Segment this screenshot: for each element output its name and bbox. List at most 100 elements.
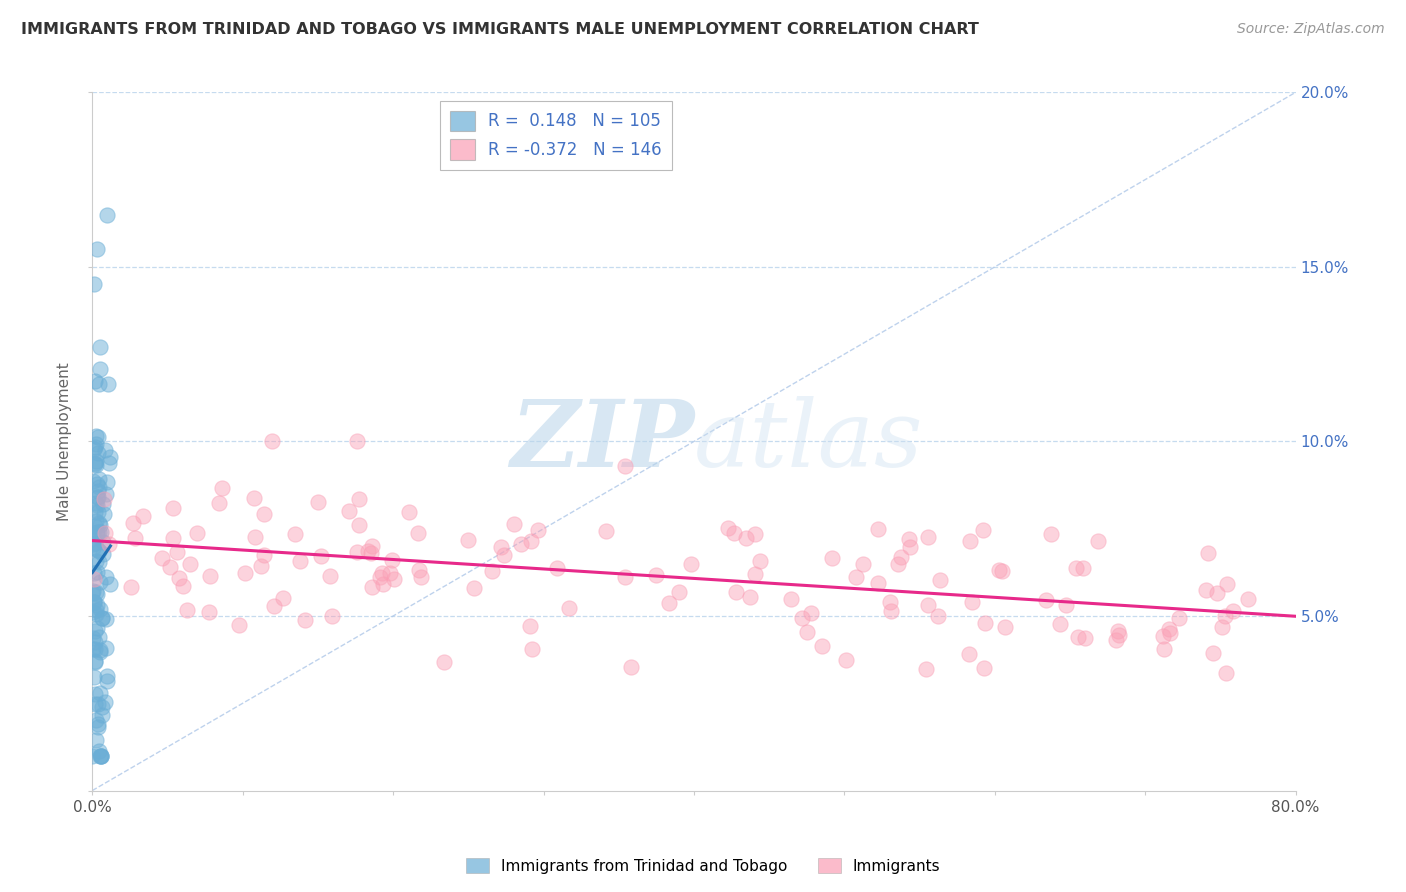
Point: [1159, 622, 1181, 636]
Point: [959, 533, 981, 548]
Point: [82, 631, 104, 645]
Point: [84, 714, 107, 728]
Point: [89, 341, 111, 355]
Point: [84, 624, 107, 639]
Point: [87, 483, 110, 498]
Point: [87, 720, 110, 734]
Point: [311, 549, 333, 564]
Point: [271, 591, 294, 605]
Point: [97, 377, 120, 392]
Point: [749, 554, 772, 568]
Point: [98, 537, 121, 551]
Text: IMMIGRANTS FROM TRINIDAD AND TOBAGO VS IMMIGRANTS MALE UNEMPLOYMENT CORRELATION : IMMIGRANTS FROM TRINIDAD AND TOBAGO VS I…: [21, 22, 979, 37]
Point: [96, 208, 118, 222]
Text: atlas: atlas: [695, 396, 924, 486]
Point: [744, 566, 766, 581]
Point: [91, 497, 114, 511]
Point: [91, 548, 114, 562]
Point: [83, 277, 105, 292]
Point: [527, 523, 550, 537]
Point: [1066, 631, 1088, 645]
Point: [166, 544, 188, 558]
Point: [83, 698, 105, 712]
Point: [972, 523, 994, 537]
Point: [1108, 628, 1130, 642]
Point: [890, 549, 912, 564]
Point: [91, 700, 114, 714]
Point: [82, 541, 104, 556]
Point: [481, 564, 503, 578]
Point: [886, 557, 908, 571]
Point: [974, 615, 997, 630]
Point: [86, 490, 108, 504]
Point: [86, 603, 108, 617]
Point: [83, 572, 105, 586]
Point: [744, 526, 766, 541]
Point: [411, 570, 433, 584]
Point: [1105, 633, 1128, 648]
Point: [780, 592, 803, 607]
Point: [489, 540, 512, 554]
Point: [368, 570, 391, 584]
Point: [94, 641, 117, 656]
Point: [198, 605, 221, 619]
Point: [319, 569, 342, 583]
Point: [94, 487, 117, 501]
Point: [82, 586, 104, 600]
Point: [927, 608, 949, 623]
Point: [82, 474, 104, 488]
Point: [87, 525, 110, 540]
Point: [94, 695, 117, 709]
Point: [84, 536, 107, 550]
Point: [1073, 561, 1095, 575]
Point: [176, 603, 198, 617]
Point: [100, 450, 122, 465]
Point: [723, 525, 745, 540]
Point: [1152, 629, 1174, 643]
Legend: Immigrants from Trinidad and Tobago, Immigrants: Immigrants from Trinidad and Tobago, Imm…: [460, 852, 946, 880]
Text: ZIP: ZIP: [510, 396, 695, 486]
Point: [82, 748, 104, 763]
Point: [868, 575, 890, 590]
Point: [86, 514, 108, 528]
Point: [307, 495, 329, 509]
Point: [735, 531, 758, 545]
Point: [84, 655, 107, 669]
Point: [796, 625, 818, 640]
Point: [91, 707, 114, 722]
Point: [834, 653, 856, 667]
Point: [740, 590, 762, 604]
Point: [86, 733, 108, 747]
Point: [994, 620, 1017, 634]
Point: [86, 477, 108, 491]
Point: [89, 744, 111, 758]
Point: [96, 674, 118, 689]
Point: [1215, 665, 1237, 680]
Point: [87, 446, 110, 460]
Point: [917, 598, 939, 612]
Point: [845, 570, 868, 584]
Point: [595, 524, 617, 538]
Point: [83, 687, 105, 701]
Point: [87, 430, 110, 444]
Point: [679, 557, 702, 571]
Point: [520, 642, 543, 657]
Point: [725, 585, 748, 599]
Point: [198, 569, 221, 583]
Point: [84, 505, 107, 519]
Point: [987, 562, 1010, 576]
Point: [373, 577, 395, 591]
Point: [87, 506, 110, 520]
Point: [86, 587, 108, 601]
Point: [1064, 561, 1087, 575]
Point: [120, 580, 142, 594]
Point: [432, 656, 454, 670]
Point: [93, 507, 115, 521]
Point: [897, 532, 920, 546]
Point: [288, 554, 311, 568]
Point: [337, 504, 360, 518]
Point: [87, 555, 110, 569]
Point: [83, 669, 105, 683]
Point: [398, 505, 420, 519]
Point: [1087, 534, 1109, 549]
